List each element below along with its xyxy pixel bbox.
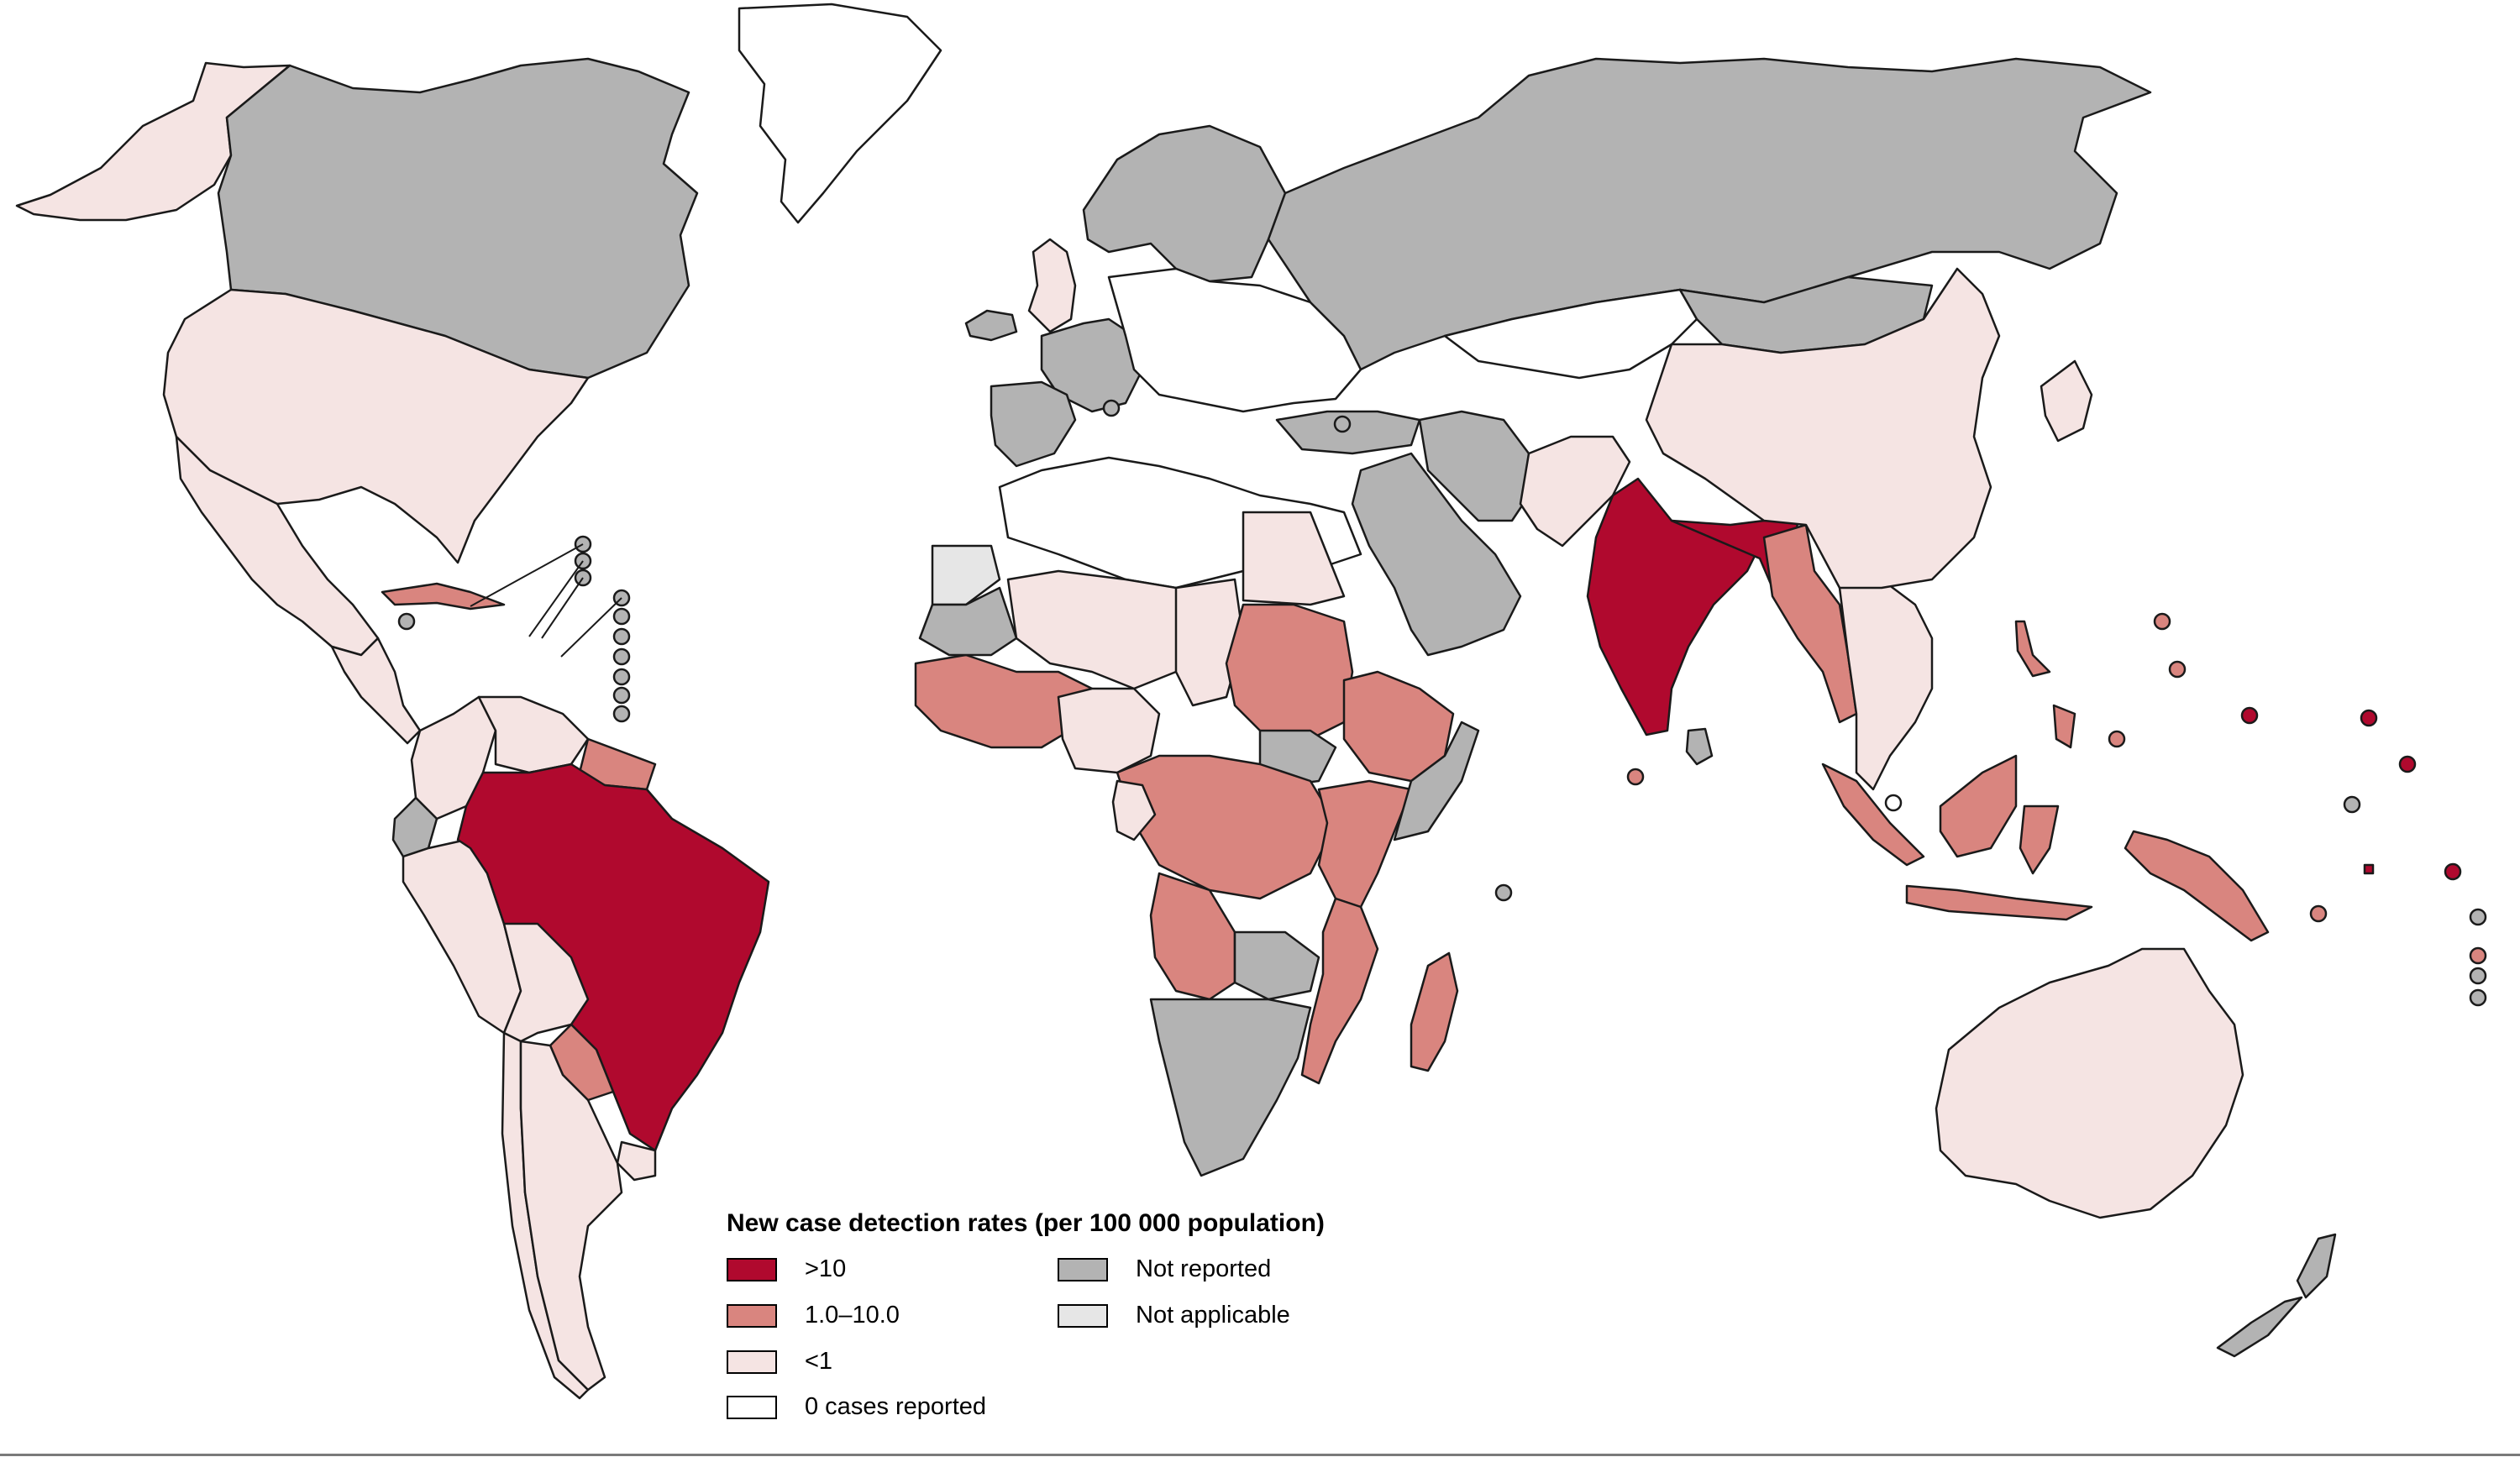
marker-pacific-9 — [2309, 904, 2328, 923]
region-bolivia — [502, 922, 590, 1043]
region-iberia — [990, 380, 1077, 468]
region-greenland — [738, 3, 942, 224]
region-east-africa — [1317, 779, 1413, 909]
marker-pacific-5 — [2398, 755, 2417, 773]
marker-maldives — [1626, 768, 1645, 786]
legend-swatch-gt10 — [727, 1258, 777, 1281]
marker-timor — [1884, 794, 1903, 812]
region-mauritania — [918, 586, 1018, 657]
region-venezuela — [477, 695, 590, 774]
region-somalia — [1393, 721, 1480, 841]
region-australia — [1935, 947, 2244, 1219]
region-sudan — [1225, 603, 1354, 741]
leader-line-3 — [541, 577, 584, 639]
marker-pacific-7 — [2343, 795, 2361, 814]
region-turkey — [1275, 410, 1421, 455]
legend-label-one-to-ten: 1.0–10.0 — [805, 1302, 900, 1329]
marker-caribbean-9 — [612, 686, 631, 705]
region-philippines — [2014, 620, 2076, 749]
marker-comoros — [1494, 883, 1513, 902]
marker-pacific-6 — [2108, 730, 2126, 748]
region-usa — [162, 288, 590, 564]
region-egypt — [1242, 511, 1346, 606]
region-sri-lanka — [1685, 727, 1714, 766]
region-iran — [1418, 410, 1530, 522]
region-india — [1586, 477, 1766, 736]
marker-caribbean-8 — [612, 668, 631, 686]
region-pacific-islands — [2363, 863, 2375, 875]
region-central-europe — [1107, 267, 1362, 413]
leader-line-1 — [470, 543, 584, 607]
region-madagascar — [1410, 951, 1459, 1072]
region-cuba — [381, 582, 506, 611]
region-southeast-asia — [1838, 578, 1934, 791]
legend-label-gt10: >10 — [805, 1255, 847, 1282]
region-iceland — [964, 309, 1018, 342]
region-new-zealand — [2216, 1233, 2337, 1358]
region-gabon — [1111, 779, 1157, 841]
marker-pacific-2 — [2168, 660, 2187, 679]
legend-label-not-reported: Not reported — [1136, 1255, 1272, 1282]
region-china — [1645, 267, 2001, 590]
region-western-europe — [1040, 317, 1144, 413]
bottom-rule — [0, 1454, 2520, 1456]
marker-pacific-11 — [2469, 946, 2487, 965]
region-argentina — [519, 1040, 623, 1391]
marker-pacific-12 — [2469, 967, 2487, 985]
region-uk — [1027, 238, 1077, 333]
legend-swatch-lt1 — [727, 1350, 777, 1374]
legend-swatch-not-reported — [1058, 1258, 1108, 1281]
region-central-america — [330, 637, 422, 745]
region-zambia — [1233, 930, 1320, 1001]
region-mozambique — [1300, 897, 1379, 1085]
marker-caribbean-6 — [612, 627, 631, 646]
marker-pacific-4 — [2360, 709, 2378, 727]
region-papua-new-guinea — [2124, 830, 2270, 942]
region-indonesia — [1821, 754, 2093, 921]
region-western-sahara — [931, 544, 1001, 606]
region-middle-east — [1351, 452, 1522, 657]
legend-swatch-not-applicable — [1058, 1304, 1108, 1328]
leader-line-4 — [560, 597, 622, 658]
legend: New case detection rates (per 100 000 po… — [722, 1208, 1478, 1451]
region-korea-japan — [2040, 359, 2093, 443]
region-nigeria — [1057, 687, 1161, 774]
legend-label-not-applicable: Not applicable — [1136, 1302, 1290, 1329]
region-uruguay — [616, 1140, 657, 1182]
marker-caribbean-5 — [612, 607, 631, 626]
marker-caribbean-7 — [612, 647, 631, 666]
marker-pacific-10 — [2469, 908, 2487, 926]
legend-label-lt1: <1 — [805, 1348, 833, 1375]
legend-swatch-one-to-ten — [727, 1304, 777, 1328]
marker-pacific-8 — [2444, 862, 2462, 881]
marker-malta — [1102, 399, 1121, 417]
marker-cyprus — [1333, 415, 1352, 433]
marker-pacific-1 — [2153, 612, 2171, 631]
marker-caribbean-11 — [397, 612, 416, 631]
leader-line-2 — [528, 560, 584, 637]
region-russia — [1267, 57, 2152, 371]
marker-caribbean-10 — [612, 705, 631, 723]
marker-pacific-3 — [2240, 706, 2259, 725]
region-chad — [1174, 578, 1245, 707]
marker-pacific-13 — [2469, 988, 2487, 1007]
legend-label-zero: 0 cases reported — [805, 1393, 987, 1420]
legend-title: New case detection rates (per 100 000 po… — [727, 1209, 1325, 1237]
region-scandinavia — [1082, 124, 1287, 283]
legend-swatch-zero — [727, 1396, 777, 1419]
region-afghanistan-pakistan — [1519, 435, 1631, 548]
region-southern-africa — [1149, 998, 1312, 1177]
